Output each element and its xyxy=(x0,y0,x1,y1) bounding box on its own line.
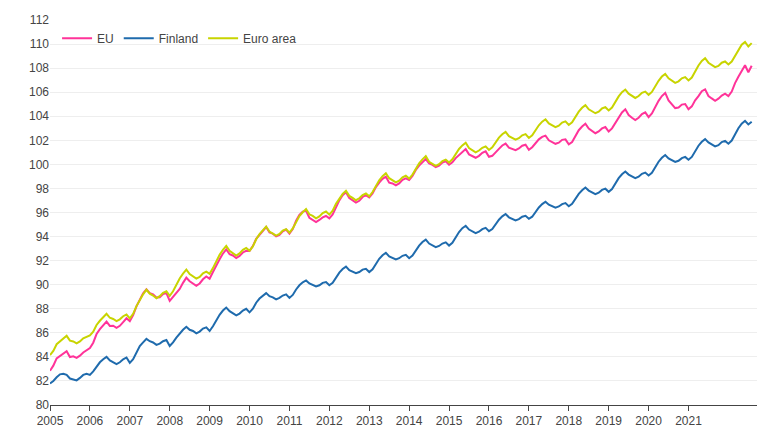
svg-text:108: 108 xyxy=(29,61,49,75)
svg-text:2013: 2013 xyxy=(356,414,383,428)
svg-text:98: 98 xyxy=(36,182,50,196)
svg-text:80: 80 xyxy=(36,398,50,412)
svg-text:2015: 2015 xyxy=(436,414,463,428)
svg-text:90: 90 xyxy=(36,278,50,292)
svg-text:2010: 2010 xyxy=(236,414,263,428)
svg-text:84: 84 xyxy=(36,350,50,364)
svg-text:94: 94 xyxy=(36,230,50,244)
svg-text:102: 102 xyxy=(29,134,49,148)
svg-text:Euro area: Euro area xyxy=(243,32,296,46)
svg-text:104: 104 xyxy=(29,109,49,123)
svg-text:2014: 2014 xyxy=(396,414,423,428)
svg-text:96: 96 xyxy=(36,206,50,220)
svg-text:EU: EU xyxy=(97,32,114,46)
svg-text:82: 82 xyxy=(36,374,50,388)
svg-text:2016: 2016 xyxy=(476,414,503,428)
svg-text:2011: 2011 xyxy=(277,414,303,428)
svg-text:2019: 2019 xyxy=(595,414,622,428)
svg-text:2012: 2012 xyxy=(316,414,343,428)
svg-text:2005: 2005 xyxy=(37,414,64,428)
svg-text:110: 110 xyxy=(30,37,49,51)
svg-text:2007: 2007 xyxy=(116,414,143,428)
svg-text:88: 88 xyxy=(36,302,50,316)
svg-text:Finland: Finland xyxy=(159,32,198,46)
svg-text:86: 86 xyxy=(36,326,50,340)
svg-text:2018: 2018 xyxy=(555,414,582,428)
svg-text:112: 112 xyxy=(30,13,49,27)
svg-text:92: 92 xyxy=(36,254,50,268)
svg-text:106: 106 xyxy=(29,85,49,99)
svg-text:100: 100 xyxy=(29,158,49,172)
svg-text:2020: 2020 xyxy=(635,414,662,428)
svg-text:2006: 2006 xyxy=(77,414,104,428)
svg-text:2021: 2021 xyxy=(675,414,702,428)
svg-text:2009: 2009 xyxy=(196,414,223,428)
svg-text:2008: 2008 xyxy=(156,414,183,428)
svg-text:2017: 2017 xyxy=(516,414,543,428)
